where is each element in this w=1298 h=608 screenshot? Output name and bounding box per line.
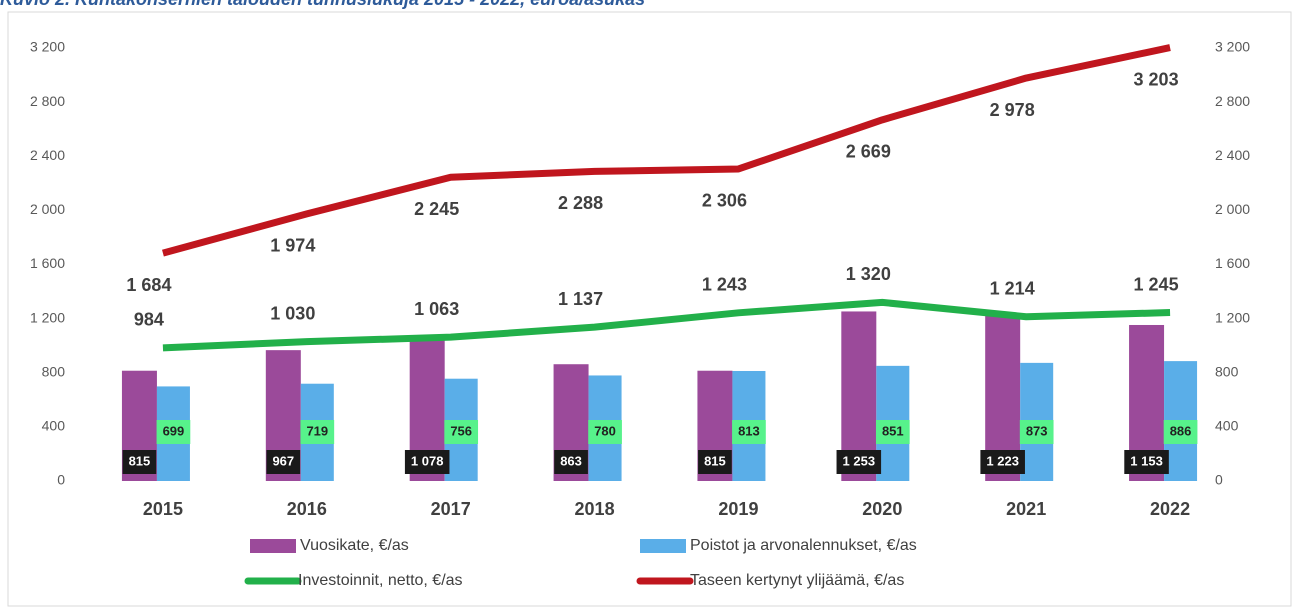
data-label: 967 — [272, 453, 294, 468]
x-tick-label: 2015 — [143, 499, 183, 519]
data-label-box — [554, 450, 588, 474]
data-label-box — [444, 420, 479, 444]
data-label-box — [875, 420, 910, 444]
data-label: 1 684 — [126, 275, 171, 295]
data-label: 1 078 — [411, 453, 444, 468]
y-tick-label: 0 — [1215, 472, 1223, 488]
data-label: 3 203 — [1134, 69, 1179, 89]
legend-label: Poistot ja arvonalennukset, €/as — [690, 537, 917, 554]
x-tick-label: 2016 — [287, 499, 327, 519]
legend-label: Taseen kertynyt ylijäämä, €/as — [690, 572, 904, 589]
data-label: 1 245 — [1134, 274, 1179, 294]
data-label-box — [1019, 420, 1054, 444]
data-label: 873 — [1026, 423, 1048, 438]
data-label: 851 — [882, 423, 904, 438]
data-label: 815 — [704, 453, 726, 468]
data-label-box — [698, 450, 732, 474]
y-tick-label: 2 800 — [30, 93, 65, 109]
x-tick-label: 2017 — [431, 499, 471, 519]
x-tick-label: 2022 — [1150, 499, 1190, 519]
y-tick-label: 800 — [42, 363, 66, 379]
data-label: 984 — [134, 310, 164, 330]
line — [162, 44, 1171, 257]
data-label: 815 — [129, 453, 151, 468]
y-tick-label: 2 000 — [1215, 201, 1250, 217]
chart-title: Kuvio 2. Kuntakonsernien talouden tunnus… — [0, 0, 645, 9]
y-tick-label: 400 — [42, 418, 66, 434]
data-label: 1 320 — [846, 264, 891, 284]
data-label-box — [156, 420, 191, 444]
data-label-box — [1124, 450, 1169, 474]
y-tick-label: 1 600 — [30, 255, 65, 271]
data-label-box — [300, 420, 335, 444]
data-label: 1 253 — [843, 453, 876, 468]
y-tick-label: 2 800 — [1215, 93, 1250, 109]
data-label-box — [836, 450, 882, 474]
data-label: 813 — [738, 423, 760, 438]
data-label: 2 306 — [702, 191, 747, 211]
y-tick-label: 1 200 — [1215, 309, 1250, 325]
y-tick-label: 3 200 — [1215, 39, 1250, 55]
data-label-box — [732, 420, 766, 444]
data-label: 2 288 — [558, 193, 603, 213]
data-label: 2 669 — [846, 142, 891, 162]
data-label: 780 — [594, 423, 616, 438]
data-label-box — [122, 450, 157, 474]
data-label: 2 245 — [414, 199, 459, 219]
data-label: 1 214 — [990, 278, 1035, 298]
line — [162, 298, 1171, 352]
data-label: 1 223 — [986, 453, 1019, 468]
data-label: 1 974 — [270, 236, 315, 256]
data-label: 1 153 — [1130, 453, 1163, 468]
y-tick-label: 1 600 — [1215, 255, 1250, 271]
data-label: 699 — [163, 423, 185, 438]
data-label: 2 978 — [990, 100, 1035, 120]
x-tick-label: 2018 — [575, 499, 615, 519]
legend-label: Investoinnit, netto, €/as — [298, 572, 463, 589]
y-tick-label: 800 — [1215, 363, 1239, 379]
data-label-box — [404, 450, 450, 474]
x-tick-label: 2019 — [718, 499, 758, 519]
chart-frame — [7, 11, 1292, 607]
data-label-box — [588, 420, 622, 444]
legend-swatch — [640, 539, 686, 553]
legend-swatch — [250, 539, 296, 553]
y-tick-label: 1 200 — [30, 309, 65, 325]
data-label: 756 — [450, 423, 472, 438]
x-tick-label: 2021 — [1006, 499, 1046, 519]
y-tick-label: 400 — [1215, 418, 1239, 434]
y-tick-label: 3 200 — [30, 39, 65, 55]
data-label: 1 243 — [702, 275, 747, 295]
y-tick-label: 0 — [57, 472, 65, 488]
data-label-box — [1163, 420, 1198, 444]
y-tick-label: 2 400 — [30, 147, 65, 163]
y-tick-label: 2 400 — [1215, 147, 1250, 163]
data-label-box — [980, 450, 1025, 474]
data-label: 863 — [560, 453, 582, 468]
data-label: 1 063 — [414, 299, 459, 319]
x-tick-label: 2020 — [862, 499, 902, 519]
data-label: 1 137 — [558, 289, 603, 309]
data-label: 1 030 — [270, 303, 315, 323]
data-label: 719 — [306, 423, 328, 438]
y-tick-label: 2 000 — [30, 201, 65, 217]
data-label-box — [266, 450, 301, 474]
legend-label: Vuosikate, €/as — [300, 537, 409, 554]
data-label: 886 — [1170, 423, 1192, 438]
